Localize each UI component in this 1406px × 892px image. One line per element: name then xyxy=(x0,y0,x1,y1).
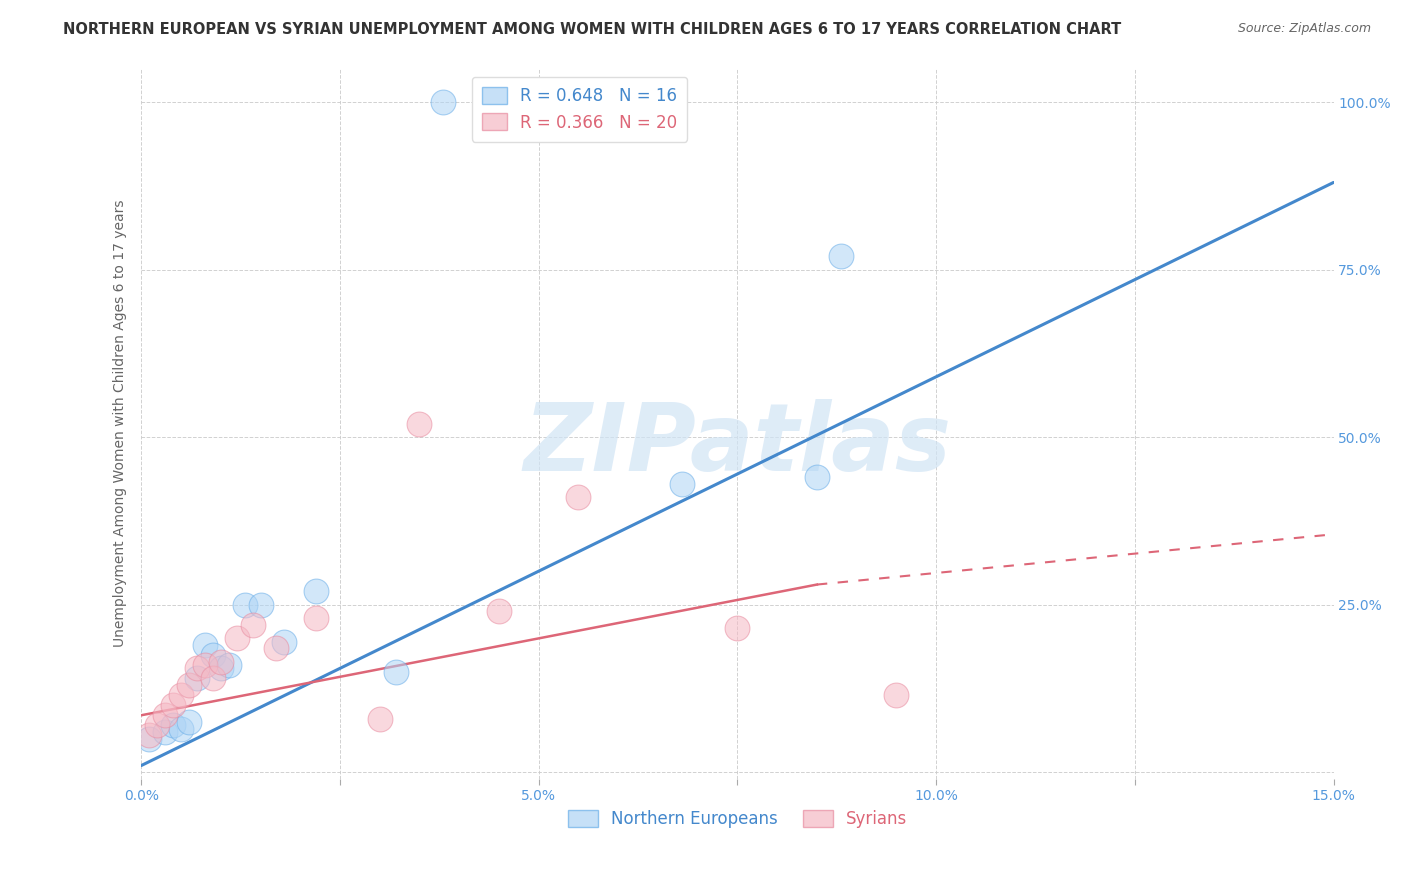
Point xyxy=(218,658,240,673)
Point xyxy=(488,604,510,618)
Point xyxy=(209,661,232,675)
Point xyxy=(177,714,200,729)
Point xyxy=(177,678,200,692)
Point xyxy=(567,491,589,505)
Point xyxy=(671,477,693,491)
Point xyxy=(725,621,748,635)
Point xyxy=(162,698,184,713)
Point xyxy=(305,611,328,625)
Point xyxy=(886,688,908,702)
Point xyxy=(153,708,176,723)
Point xyxy=(233,598,256,612)
Point xyxy=(408,417,430,431)
Y-axis label: Unemployment Among Women with Children Ages 6 to 17 years: Unemployment Among Women with Children A… xyxy=(114,200,128,648)
Text: Source: ZipAtlas.com: Source: ZipAtlas.com xyxy=(1237,22,1371,36)
Point xyxy=(194,638,217,652)
Point xyxy=(806,470,828,484)
Point xyxy=(153,725,176,739)
Point xyxy=(384,665,406,679)
Point xyxy=(146,718,169,732)
Point xyxy=(138,728,160,742)
Point xyxy=(266,641,288,656)
Point xyxy=(170,688,193,702)
Point xyxy=(830,249,852,263)
Point xyxy=(194,658,217,673)
Point xyxy=(138,731,160,746)
Point xyxy=(432,95,454,109)
Point xyxy=(305,584,328,599)
Text: ZIPatlas: ZIPatlas xyxy=(523,399,952,491)
Point xyxy=(225,631,247,645)
Point xyxy=(170,722,193,736)
Point xyxy=(162,718,184,732)
Point xyxy=(242,617,264,632)
Point xyxy=(201,672,224,686)
Point xyxy=(201,648,224,662)
Point xyxy=(368,712,391,726)
Point xyxy=(209,655,232,669)
Point xyxy=(186,661,208,675)
Text: NORTHERN EUROPEAN VS SYRIAN UNEMPLOYMENT AMONG WOMEN WITH CHILDREN AGES 6 TO 17 : NORTHERN EUROPEAN VS SYRIAN UNEMPLOYMENT… xyxy=(63,22,1122,37)
Legend: Northern Europeans, Syrians: Northern Europeans, Syrians xyxy=(561,803,914,835)
Point xyxy=(249,598,271,612)
Point xyxy=(186,672,208,686)
Point xyxy=(273,634,295,648)
